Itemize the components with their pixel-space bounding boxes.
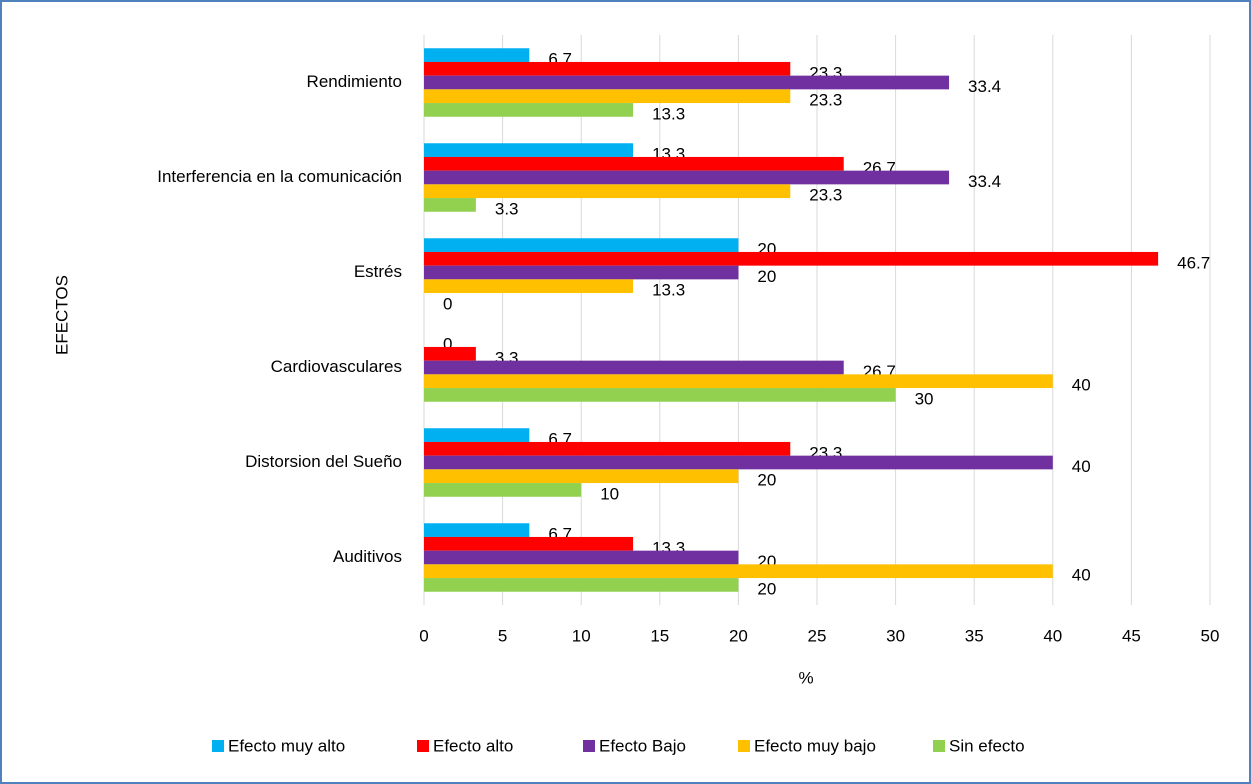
value-label: 20 [757, 471, 776, 490]
bar [424, 536, 634, 551]
bar [424, 564, 1053, 579]
bar [424, 198, 476, 212]
legend-label: Sin efecto [949, 736, 1025, 755]
bar [424, 170, 950, 185]
bar [424, 550, 739, 565]
bar [424, 483, 582, 497]
x-tick-label: 40 [1043, 626, 1062, 645]
value-label: 40 [1072, 376, 1091, 395]
x-tick-label: 25 [808, 626, 827, 645]
bar [424, 75, 950, 90]
legend-label: Efecto Bajo [599, 736, 686, 755]
bar [424, 184, 791, 199]
value-label: 13.3 [652, 281, 685, 300]
bar [424, 388, 896, 402]
bar [424, 455, 1053, 470]
bar [424, 279, 634, 294]
value-label: 20 [757, 267, 776, 286]
bar [424, 265, 739, 280]
bar [424, 61, 791, 76]
y-axis-title: EFECTOS [52, 275, 71, 355]
value-label: 23.3 [809, 91, 842, 110]
legend-label: Efecto muy bajo [754, 736, 876, 755]
legend-swatch [212, 740, 224, 752]
value-label: 0 [443, 294, 452, 313]
value-label: 40 [1072, 457, 1091, 476]
y-tick-label: Cardiovasculares [271, 357, 402, 376]
x-tick-label: 15 [650, 626, 669, 645]
value-label: 13.3 [652, 104, 685, 123]
value-label: 20 [757, 579, 776, 598]
bar [424, 156, 844, 171]
legend-label: Efecto alto [433, 736, 513, 755]
bar [424, 428, 530, 442]
bar [424, 578, 739, 592]
legend-label: Efecto muy alto [228, 736, 345, 755]
legend-swatch [417, 740, 429, 752]
value-label: 3.3 [495, 199, 519, 218]
x-tick-label: 30 [886, 626, 905, 645]
value-label: 33.4 [968, 172, 1001, 191]
bar [424, 360, 844, 375]
legend-swatch [583, 740, 595, 752]
x-tick-label: 10 [572, 626, 591, 645]
bar [424, 251, 1159, 266]
x-tick-label: 50 [1201, 626, 1220, 645]
value-label: 40 [1072, 566, 1091, 585]
x-tick-label: 45 [1122, 626, 1141, 645]
y-tick-label: Rendimiento [307, 72, 402, 91]
y-tick-label: Estrés [354, 262, 402, 281]
bar [424, 374, 1053, 389]
value-label: 46.7 [1177, 253, 1210, 272]
x-tick-label: 35 [965, 626, 984, 645]
bar [424, 238, 739, 252]
legend-swatch [738, 740, 750, 752]
value-label: 33.4 [968, 77, 1001, 96]
x-tick-label: 5 [498, 626, 507, 645]
x-axis-title: % [798, 668, 813, 687]
bar [424, 523, 530, 537]
bar [424, 89, 791, 104]
bar [424, 441, 791, 456]
y-tick-label: Interferencia en la comunicación [157, 167, 402, 186]
value-label: 23.3 [809, 186, 842, 205]
x-tick-label: 20 [729, 626, 748, 645]
bar [424, 48, 530, 62]
value-label: 0 [443, 335, 452, 354]
value-label: 10 [600, 484, 619, 503]
bar [424, 346, 476, 361]
bar [424, 143, 634, 157]
legend-swatch [933, 740, 945, 752]
value-label: 30 [915, 389, 934, 408]
y-tick-label: Auditivos [333, 547, 402, 566]
x-tick-label: 0 [419, 626, 428, 645]
bar [424, 103, 634, 117]
y-tick-label: Distorsion del Sueño [245, 452, 402, 471]
bar [424, 469, 739, 484]
